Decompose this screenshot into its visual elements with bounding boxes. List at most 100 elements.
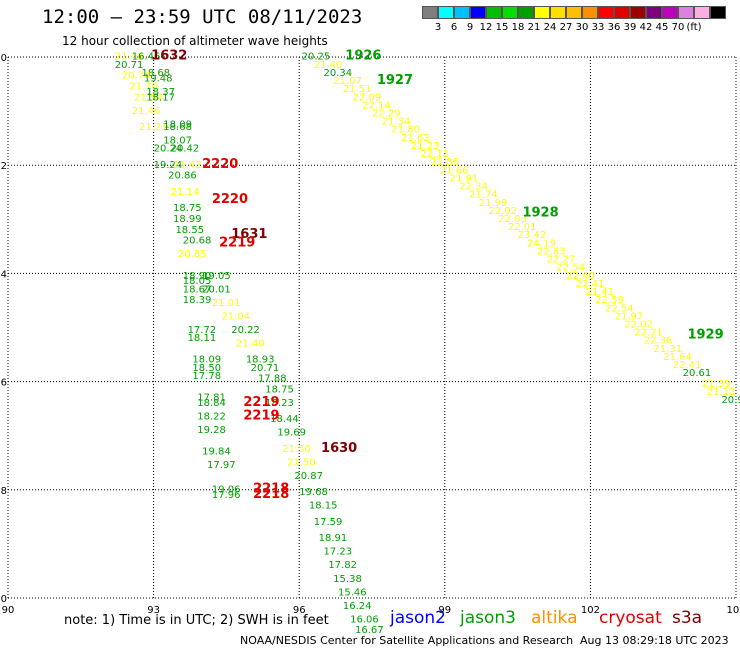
wave-height-point: 20.74 (122, 71, 151, 82)
scale-swatch (422, 6, 438, 19)
wave-height-point: 21.42 (173, 160, 202, 171)
scale-swatch (678, 6, 694, 19)
scale-label: 30 (575, 22, 589, 33)
scale-swatch (646, 6, 662, 19)
wave-height-point: 18.93 (246, 355, 275, 366)
scale-swatch (502, 6, 518, 19)
wave-height-point: 19.24 (154, 160, 183, 171)
wave-height-point: 21.50 (287, 457, 316, 468)
wave-height-point: 21.07 (333, 76, 362, 87)
scale-label: 12 (479, 22, 493, 33)
scale-swatch (454, 6, 470, 19)
wave-height-point: 21.54 (134, 92, 163, 103)
wave-height-point: 18.23 (265, 398, 294, 409)
wave-height-point: 20.01 (202, 284, 231, 295)
wave-height-point: 20.42 (171, 144, 200, 155)
wave-height-point: 21.23 (411, 141, 440, 152)
pass-time-label: 2220 (212, 192, 248, 207)
footer-note: note: 1) Time is in UTC; 2) SWH is in fe… (64, 613, 329, 628)
pass-time-label: 1631 (231, 227, 267, 242)
scale-swatch (438, 6, 454, 19)
scale-swatch (662, 6, 678, 19)
wave-height-point: 17.78 (192, 371, 221, 382)
wave-height-point: 20.85 (178, 249, 207, 260)
wave-height-point: 24.19 (527, 238, 556, 249)
y-tick-label: -52 (0, 161, 7, 172)
wave-height-point: 18.68 (163, 122, 192, 133)
wave-height-point: 18.99 (173, 214, 202, 225)
wave-height-point: 21.12 (707, 387, 736, 398)
wave-height-point: 21.46 (132, 106, 161, 117)
scale-swatch (614, 6, 630, 19)
wave-height-point: 22.11 (421, 149, 450, 160)
wave-height-point: 22.03 (498, 214, 527, 225)
wave-height-point: 17.82 (328, 560, 357, 571)
wave-height-point: 22.34 (459, 182, 488, 193)
wave-height-point: 22.54 (556, 263, 585, 274)
wave-height-point: 17.97 (207, 460, 236, 471)
legend-cryosat: cryosat (599, 608, 662, 628)
wave-height-point: 21.66 (440, 165, 469, 176)
wave-height-point: 18.37 (146, 87, 175, 98)
scale-label: 36 (607, 22, 621, 33)
wave-height-point: 18.17 (146, 92, 175, 103)
scale-swatch (710, 6, 726, 19)
credit-line: NOAA/NESDIS Center for Satellite Applica… (240, 634, 574, 647)
wave-height-point: 22.09 (353, 92, 382, 103)
wave-height-point: 18.07 (163, 136, 192, 147)
pass-time-label: 1928 (522, 206, 558, 221)
legend-jason3: jason3 (460, 608, 516, 628)
wave-height-point: 17.88 (258, 374, 287, 385)
wave-height-point: 19.84 (202, 447, 231, 458)
wave-height-point: 21.80 (391, 125, 420, 136)
wave-height-point: 21.21 (139, 122, 168, 133)
scale-label: 70 (671, 22, 685, 33)
wave-height-point: 18.09 (192, 355, 221, 366)
x-tick-label: 93 (147, 605, 160, 616)
wave-height-point: 18.67 (183, 284, 212, 295)
wave-height-point: 17.59 (314, 517, 343, 528)
wave-height-point: 20.87 (294, 471, 323, 482)
wave-height-point: 21.91 (450, 173, 479, 184)
x-tick-label: 105 (726, 605, 740, 616)
scale-label: (ft) (686, 22, 702, 33)
wave-height-point: 21.04 (222, 311, 251, 322)
legend-jason2: jason2 (390, 608, 446, 628)
wave-height-point: 22.29 (372, 109, 401, 120)
pass-time-label: 1926 (345, 49, 381, 64)
y-tick-label: -60 (0, 594, 7, 605)
scale-label: 9 (466, 22, 474, 33)
pass-time-label: 2219 (243, 408, 279, 423)
wave-height-point: 20.25 (302, 52, 331, 63)
wave-height-point: 22.01 (508, 222, 537, 233)
legend-s3a: s3a (672, 608, 703, 628)
scale-swatch (694, 6, 710, 19)
wave-height-point: 18.50 (192, 363, 221, 374)
wave-height-point: 18.75 (265, 384, 294, 395)
wave-height-point: 22.02 (488, 206, 517, 217)
wave-height-point: 18.75 (173, 203, 202, 214)
wave-height-point: 21.14 (171, 187, 200, 198)
wave-height-point: 18.39 (183, 295, 212, 306)
wave-height-point: 20.61 (683, 368, 712, 379)
y-tick-label: -58 (0, 486, 7, 497)
x-tick-label: 102 (581, 605, 600, 616)
wave-height-point: 18.11 (188, 333, 217, 344)
wave-height-point: 22.41 (673, 360, 702, 371)
wave-height-point: 17.81 (197, 393, 226, 404)
pass-time-label: 2220 (202, 157, 238, 172)
wave-height-point: 21.99 (479, 198, 508, 209)
scale-label: 21 (527, 22, 541, 33)
wave-height-point: 21.34 (382, 117, 411, 128)
wave-height-point: 21.50 (282, 444, 311, 455)
wave-height-point: 21.46 (115, 52, 144, 63)
scale-swatch (534, 6, 550, 19)
wave-height-point: 18.91 (319, 533, 348, 544)
scale-label: 39 (623, 22, 637, 33)
wave-height-point: 21.31 (653, 344, 682, 355)
wave-height-point: 20.86 (168, 171, 197, 182)
scale-swatch (518, 6, 534, 19)
wave-height-point: 19.28 (197, 425, 226, 436)
wave-height-point: 22.83 (537, 246, 566, 257)
wave-height-point: 18.44 (270, 414, 299, 425)
